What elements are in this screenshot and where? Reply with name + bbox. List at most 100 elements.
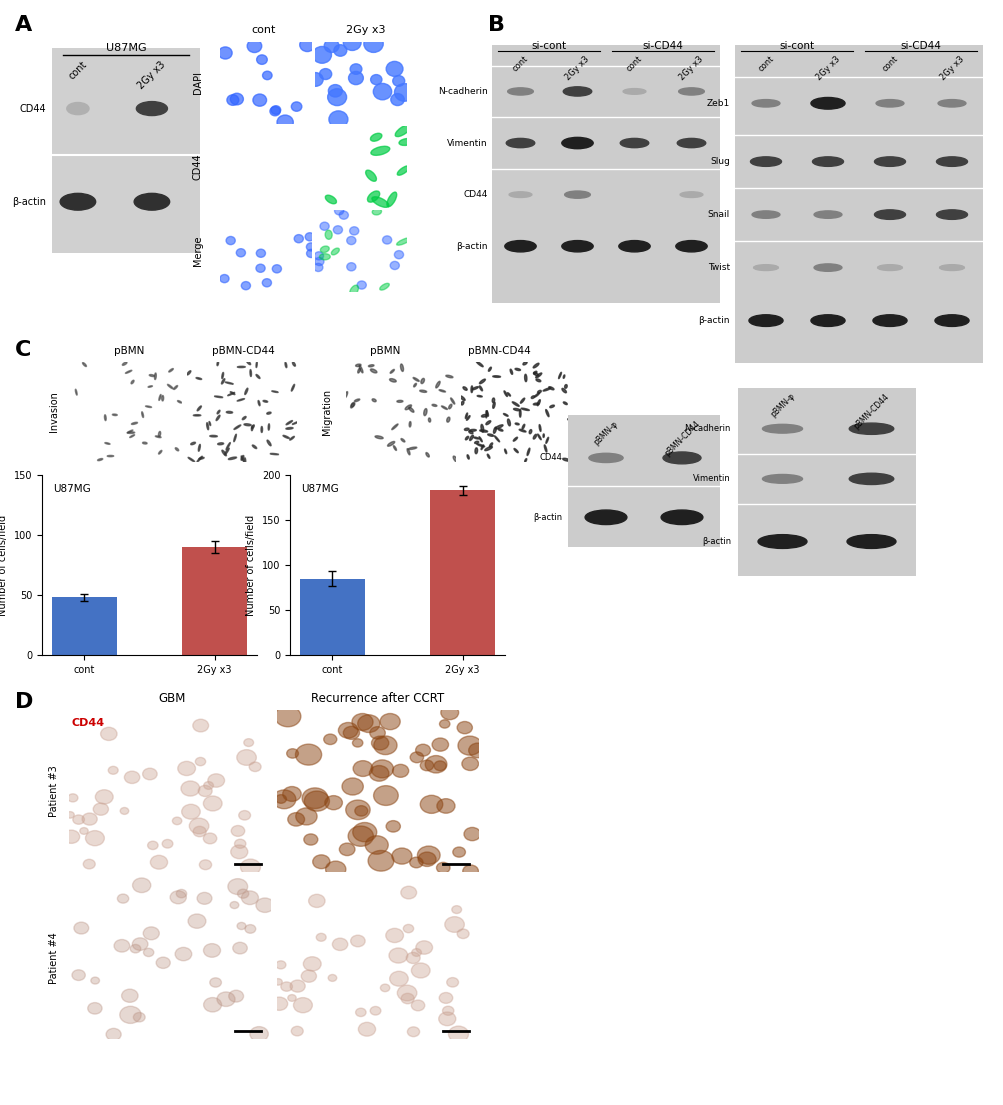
Ellipse shape (550, 406, 554, 408)
Circle shape (403, 925, 413, 933)
Ellipse shape (484, 446, 491, 451)
Circle shape (338, 723, 358, 738)
Ellipse shape (134, 193, 170, 210)
Ellipse shape (226, 443, 230, 450)
Circle shape (230, 902, 239, 908)
Circle shape (334, 207, 343, 214)
Ellipse shape (487, 434, 493, 436)
Circle shape (452, 848, 465, 857)
Circle shape (313, 263, 323, 272)
Circle shape (193, 719, 209, 732)
Ellipse shape (267, 440, 271, 445)
Circle shape (90, 977, 99, 985)
Circle shape (343, 726, 359, 739)
Ellipse shape (67, 103, 89, 115)
Ellipse shape (283, 435, 289, 439)
Circle shape (357, 281, 366, 290)
Ellipse shape (174, 386, 178, 389)
Ellipse shape (512, 402, 519, 407)
Circle shape (386, 821, 400, 832)
Ellipse shape (534, 393, 539, 397)
Circle shape (142, 768, 157, 780)
Ellipse shape (519, 429, 526, 432)
Ellipse shape (441, 406, 447, 410)
Text: Snail: Snail (707, 210, 729, 219)
Ellipse shape (354, 399, 359, 401)
Text: U87MG: U87MG (53, 484, 90, 494)
Circle shape (93, 803, 108, 815)
Circle shape (325, 796, 342, 810)
Circle shape (182, 804, 200, 819)
Ellipse shape (161, 396, 163, 401)
Ellipse shape (558, 372, 561, 379)
Circle shape (198, 786, 212, 797)
Ellipse shape (365, 170, 376, 181)
Circle shape (319, 69, 331, 80)
Circle shape (444, 917, 463, 933)
Circle shape (108, 767, 118, 775)
Circle shape (410, 751, 423, 762)
Ellipse shape (757, 535, 806, 548)
Ellipse shape (506, 138, 535, 148)
Text: CD44: CD44 (193, 154, 203, 180)
Circle shape (354, 806, 367, 817)
Circle shape (121, 989, 138, 1002)
Ellipse shape (485, 411, 487, 418)
Ellipse shape (331, 249, 339, 255)
Ellipse shape (292, 362, 295, 366)
Circle shape (439, 719, 449, 728)
Ellipse shape (481, 414, 486, 417)
Ellipse shape (263, 400, 268, 402)
Circle shape (241, 282, 250, 290)
Ellipse shape (400, 439, 404, 442)
Circle shape (315, 257, 324, 265)
Text: cont: cont (755, 54, 775, 74)
Text: Zeb1: Zeb1 (706, 98, 729, 108)
Ellipse shape (148, 386, 152, 387)
Circle shape (291, 102, 302, 112)
Ellipse shape (234, 425, 241, 430)
Ellipse shape (371, 197, 388, 208)
Ellipse shape (751, 211, 779, 219)
Ellipse shape (513, 438, 517, 441)
Ellipse shape (286, 428, 293, 429)
Ellipse shape (222, 379, 225, 385)
Circle shape (238, 890, 249, 898)
Ellipse shape (370, 134, 381, 141)
Ellipse shape (420, 378, 424, 383)
Circle shape (293, 998, 312, 1013)
Ellipse shape (285, 362, 287, 368)
Ellipse shape (460, 401, 463, 406)
Circle shape (348, 72, 363, 85)
Ellipse shape (662, 452, 700, 464)
Circle shape (358, 1022, 375, 1036)
Ellipse shape (242, 417, 246, 420)
Circle shape (247, 40, 262, 53)
Ellipse shape (216, 415, 220, 421)
Ellipse shape (562, 459, 570, 461)
Ellipse shape (473, 438, 478, 439)
Circle shape (373, 736, 396, 755)
Ellipse shape (250, 369, 252, 377)
Circle shape (407, 1027, 419, 1036)
Ellipse shape (131, 380, 134, 383)
Ellipse shape (351, 402, 354, 407)
Circle shape (411, 948, 421, 956)
Ellipse shape (286, 421, 292, 424)
Circle shape (143, 927, 159, 939)
Ellipse shape (197, 406, 202, 411)
Text: GBM: GBM (158, 693, 186, 705)
Ellipse shape (169, 369, 174, 372)
Text: Slug: Slug (709, 157, 729, 166)
Ellipse shape (244, 423, 251, 425)
Ellipse shape (813, 211, 842, 219)
Ellipse shape (537, 400, 540, 406)
Ellipse shape (272, 391, 278, 392)
Ellipse shape (408, 448, 416, 450)
Circle shape (301, 970, 316, 982)
Ellipse shape (562, 241, 593, 252)
Ellipse shape (368, 365, 374, 367)
Ellipse shape (325, 230, 332, 240)
Ellipse shape (199, 457, 204, 460)
Ellipse shape (349, 285, 358, 296)
